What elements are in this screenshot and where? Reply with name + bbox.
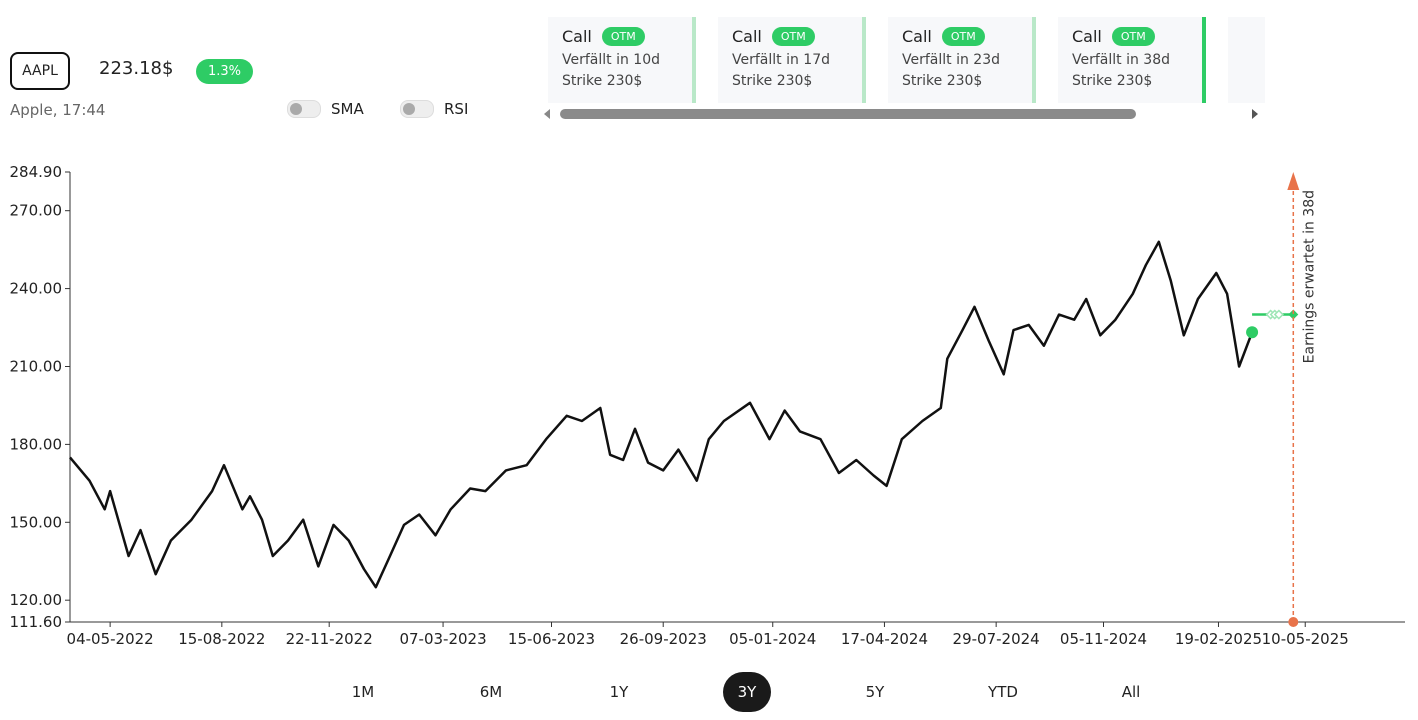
option-card[interactable]: Call OTM Verfällt in 23d Strike 230$ bbox=[888, 17, 1036, 103]
option-strike: Strike 230$ bbox=[1072, 73, 1153, 89]
option-card-partial[interactable] bbox=[1228, 17, 1265, 103]
switch[interactable] bbox=[400, 100, 434, 118]
range-button[interactable]: 1Y bbox=[609, 683, 629, 701]
option-type: Call bbox=[732, 27, 762, 46]
y-tick-label: 180.00 bbox=[10, 435, 63, 453]
strike-end bbox=[1288, 309, 1299, 320]
ticker: AAPL bbox=[10, 52, 70, 90]
y-tick-label: 210.00 bbox=[10, 357, 63, 375]
subtitle: Apple, 17:44 bbox=[10, 101, 106, 119]
option-cards: Call OTM Verfällt in 10d Strike 230$ Call OTM… bbox=[548, 17, 1265, 103]
range-button[interactable]: 1M bbox=[351, 683, 375, 701]
range-button[interactable]: YTD bbox=[988, 683, 1018, 701]
price-line bbox=[69, 240, 1254, 589]
range-button[interactable]: 5Y bbox=[865, 683, 885, 701]
option-header: Call OTM bbox=[562, 27, 692, 46]
change-badge: 1.3% bbox=[196, 59, 254, 84]
option-expiry: Verfällt in 17d bbox=[732, 52, 830, 68]
option-expiry: Verfällt in 10d bbox=[562, 52, 660, 68]
y-tick-label: 120.00 bbox=[10, 591, 63, 609]
range-button[interactable]: 3Y bbox=[723, 672, 771, 712]
y-tick-label: 111.60 bbox=[10, 613, 63, 631]
option-header: Call OTM bbox=[732, 27, 862, 46]
scroll-thumb[interactable] bbox=[560, 109, 1136, 119]
option-badge: OTM bbox=[601, 27, 645, 46]
range-selector: 1M 6M 1Y 3Y 5Y YTD All bbox=[310, 672, 1190, 712]
x-tick-label: 29-07-2024 bbox=[953, 630, 1040, 648]
x-tick-label: 05-11-2024 bbox=[1060, 630, 1147, 648]
x-tick-label: 17-04-2024 bbox=[841, 630, 928, 648]
x-tick-label: 07-03-2023 bbox=[399, 630, 486, 648]
option-expiry: Verfällt in 38d bbox=[1072, 52, 1170, 68]
option-header: Call OTM bbox=[902, 27, 1032, 46]
range-button[interactable]: All bbox=[1121, 683, 1141, 701]
x-tick-label: 22-11-2022 bbox=[286, 630, 373, 648]
option-header: Call OTM bbox=[1072, 27, 1202, 46]
option-type: Call bbox=[562, 27, 592, 46]
y-tick-label: 284.90 bbox=[10, 163, 63, 181]
option-card[interactable]: Call OTM Verfällt in 38d Strike 230$ bbox=[1058, 17, 1206, 103]
x-tick-label: 04-05-2022 bbox=[67, 630, 154, 648]
earnings-arrow bbox=[1287, 172, 1300, 190]
x-tick-label: 19-02-2025 bbox=[1175, 630, 1262, 648]
strike-marker bbox=[1273, 309, 1284, 320]
x-tick-label: 15-06-2023 bbox=[508, 630, 595, 648]
earnings-label: Earnings erwartet in 38d bbox=[1301, 190, 1317, 363]
option-type: Call bbox=[902, 27, 932, 46]
range-button[interactable]: 6M bbox=[479, 683, 503, 701]
x-tick-label: 10-05-2025 bbox=[1262, 630, 1349, 648]
option-strike: Strike 230$ bbox=[732, 73, 813, 89]
x-tick-label: 26-09-2023 bbox=[620, 630, 707, 648]
option-badge: OTM bbox=[941, 27, 985, 46]
x-tick-label: 15-08-2022 bbox=[178, 630, 265, 648]
last-price-dot bbox=[1246, 326, 1259, 339]
option-strike: Strike 230$ bbox=[902, 73, 983, 89]
option-strike: Strike 230$ bbox=[562, 73, 643, 89]
y-tick-label: 150.00 bbox=[10, 513, 63, 531]
switch[interactable] bbox=[287, 100, 321, 118]
rsi-toggle[interactable]: RSI bbox=[400, 100, 468, 118]
option-expiry: Verfällt in 23d bbox=[902, 52, 1000, 68]
chart: 111.60 120.00 150.00 180.00 210.00 240.00 270.… bbox=[10, 163, 1405, 648]
y-tick-label: 240.00 bbox=[10, 280, 63, 298]
earnings-dot bbox=[1288, 617, 1299, 627]
scroll-arrows bbox=[544, 109, 1258, 119]
sma-toggle[interactable]: SMA bbox=[287, 100, 364, 118]
option-card[interactable]: Call OTM Verfällt in 17d Strike 230$ bbox=[718, 17, 866, 103]
toggle-label: SMA bbox=[331, 100, 364, 118]
option-card[interactable]: Call OTM Verfällt in 10d Strike 230$ bbox=[548, 17, 696, 103]
x-tick-label: 05-01-2024 bbox=[729, 630, 816, 648]
option-badge: OTM bbox=[771, 27, 815, 46]
option-badge: OTM bbox=[1111, 27, 1155, 46]
scrollbar[interactable] bbox=[542, 107, 1262, 121]
y-tick-label: 270.00 bbox=[10, 202, 63, 220]
option-type: Call bbox=[1072, 27, 1102, 46]
price: 223.18$ bbox=[99, 58, 174, 79]
toggle-label: RSI bbox=[444, 100, 469, 118]
